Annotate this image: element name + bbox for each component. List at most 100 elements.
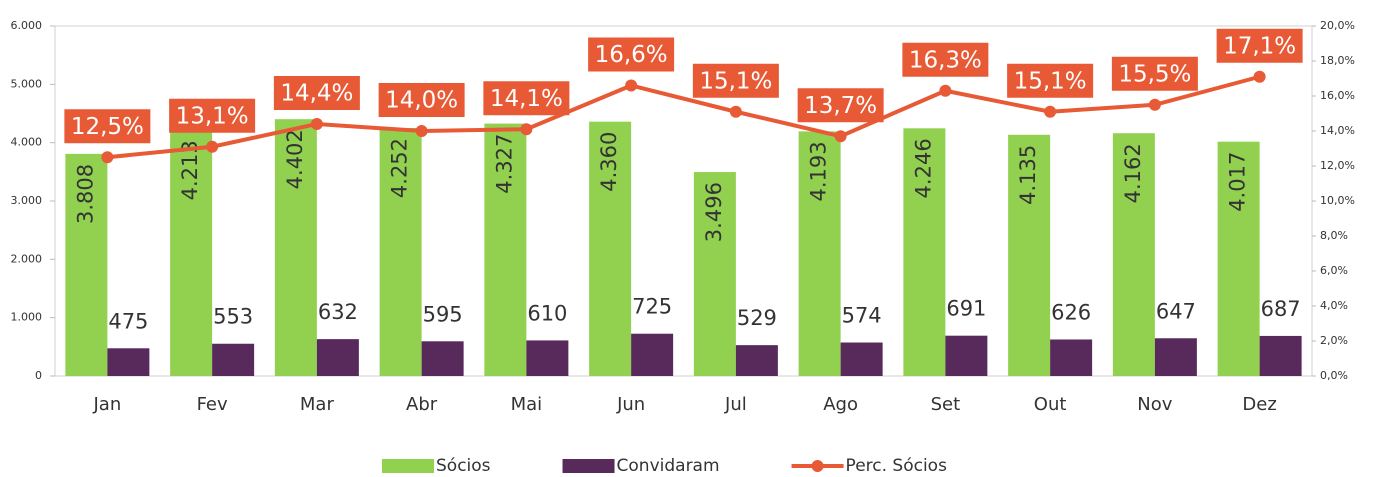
line-point xyxy=(1253,70,1266,83)
x-tick-label: Dez xyxy=(1242,394,1276,415)
bar xyxy=(735,345,778,376)
line-point xyxy=(520,123,533,136)
x-tick-label: Set xyxy=(931,394,961,415)
bar-label: 3.496 xyxy=(702,182,726,242)
line-point xyxy=(415,125,428,137)
bar xyxy=(170,130,213,376)
y2-tick-label: 10,0% xyxy=(1320,194,1355,207)
bar-label: 3.808 xyxy=(73,164,97,224)
point-label: 13,1% xyxy=(176,103,249,129)
label-box xyxy=(588,37,675,72)
line-point xyxy=(206,140,219,153)
label-box xyxy=(378,83,465,117)
point-label: 12,5% xyxy=(71,114,144,140)
line-point xyxy=(1044,105,1057,118)
bar xyxy=(1050,339,1093,376)
y2-tick-label: 4,0% xyxy=(1320,299,1348,312)
point-label: 15,5% xyxy=(1118,61,1191,87)
bar xyxy=(840,342,883,376)
bar xyxy=(316,339,359,376)
bar-label: 4.360 xyxy=(597,132,621,192)
x-tick-label: Mar xyxy=(300,394,335,415)
y-tick-label: 3.000 xyxy=(11,194,43,207)
x-tick-label: Abr xyxy=(406,394,438,415)
point-label: 17,1% xyxy=(1223,33,1296,59)
bar-label: 4.252 xyxy=(388,138,412,198)
bar-label: 687 xyxy=(1261,297,1301,321)
bar-label: 632 xyxy=(318,300,358,324)
x-tick-label: Jan xyxy=(93,394,122,415)
y2-tick-label: 16,0% xyxy=(1320,89,1355,102)
bar-label: 4.135 xyxy=(1016,145,1040,205)
label-box xyxy=(483,81,570,116)
x-tick-label: Out xyxy=(1034,394,1067,415)
line-point xyxy=(834,130,847,143)
line-point xyxy=(310,118,323,130)
y2-tick-label: 0,0% xyxy=(1320,369,1348,382)
bar-label: 529 xyxy=(737,306,777,330)
point-label: 14,1% xyxy=(490,86,563,112)
x-tick-label: Fev xyxy=(197,394,228,415)
legend-marker xyxy=(811,460,824,472)
bar-label: 4.162 xyxy=(1121,143,1145,203)
point-label: 16,6% xyxy=(595,42,668,68)
bar xyxy=(693,172,736,376)
line-point xyxy=(729,105,742,118)
bar xyxy=(1112,133,1155,376)
bar xyxy=(65,153,108,376)
bar-label: 691 xyxy=(946,297,986,321)
label-box xyxy=(1216,28,1303,63)
bar-label: 553 xyxy=(213,305,253,329)
legend-swatch xyxy=(562,459,615,473)
y2-tick-label: 12,0% xyxy=(1320,159,1355,172)
label-box xyxy=(1111,56,1198,91)
point-label: 15,1% xyxy=(699,68,772,94)
bar xyxy=(212,343,255,376)
x-tick-label: Mai xyxy=(511,394,543,415)
line-point xyxy=(625,79,638,92)
y-tick-label: 6.000 xyxy=(11,19,43,32)
y2-tick-label: 2,0% xyxy=(1320,334,1348,347)
line-point xyxy=(939,84,952,97)
bar xyxy=(107,348,150,376)
y2-tick-label: 14,0% xyxy=(1320,124,1355,137)
label-box xyxy=(797,88,884,123)
label-box xyxy=(1007,63,1094,98)
x-tick-label: Nov xyxy=(1137,394,1172,415)
y2-tick-label: 6,0% xyxy=(1320,264,1348,277)
bar-label: 626 xyxy=(1051,300,1091,324)
bar xyxy=(526,340,569,376)
legend-label: Sócios xyxy=(436,456,491,476)
bar-label: 4.193 xyxy=(807,141,831,201)
label-box xyxy=(64,109,151,144)
label-box xyxy=(273,76,360,110)
bar xyxy=(798,131,841,376)
bar xyxy=(1154,338,1197,376)
legend-label: Perc. Sócios xyxy=(846,456,948,476)
line xyxy=(107,74,1261,160)
bar xyxy=(274,119,317,376)
bar-label: 725 xyxy=(632,295,672,319)
point-label: 14,0% xyxy=(385,88,458,114)
legend-swatch xyxy=(382,459,434,473)
x-tick-label: Jun xyxy=(616,394,645,415)
bar-label: 574 xyxy=(842,304,882,328)
bar xyxy=(589,121,632,377)
bar xyxy=(1008,134,1051,376)
bar-label: 610 xyxy=(527,301,567,325)
bar xyxy=(631,333,674,376)
bar-label: 475 xyxy=(108,309,148,333)
legend-label: Convidaram xyxy=(617,456,720,476)
point-label: 15,1% xyxy=(1014,68,1087,94)
bar xyxy=(903,128,946,376)
bar-label: 4.017 xyxy=(1226,152,1250,212)
y-tick-label: 1.000 xyxy=(11,311,43,324)
label-box xyxy=(692,63,779,98)
label-box xyxy=(169,98,256,133)
bar-label: 4.246 xyxy=(911,138,935,198)
x-tick-label: Jul xyxy=(724,394,747,415)
bar-label: 647 xyxy=(1156,299,1196,323)
bar xyxy=(1217,141,1260,376)
bar xyxy=(1259,335,1302,376)
